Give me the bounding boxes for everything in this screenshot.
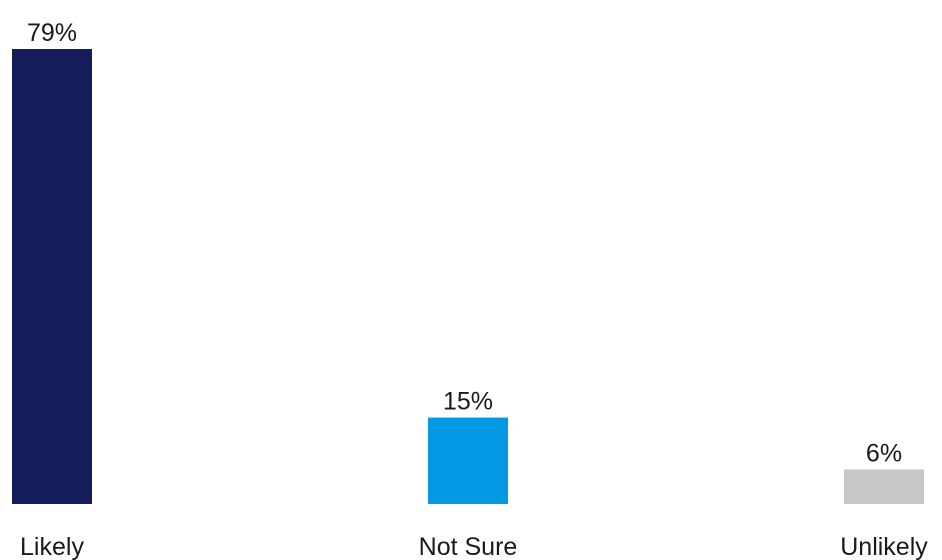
- category-label-not-sure: Not Sure: [419, 533, 518, 560]
- category-label-unlikely: Unlikely: [840, 533, 928, 560]
- bar-not-sure: [428, 417, 508, 504]
- bars-group: [12, 49, 924, 504]
- bar-likely: [12, 49, 92, 504]
- category-labels-group: Likely Not Sure Unlikely: [20, 533, 928, 560]
- category-label-likely: Likely: [20, 533, 84, 560]
- value-label-likely: 79%: [27, 19, 77, 47]
- bar-unlikely: [844, 469, 924, 504]
- value-label-unlikely: 6%: [866, 439, 902, 467]
- value-labels-group: 79% 15% 6%: [27, 19, 902, 467]
- value-label-not-sure: 15%: [443, 388, 493, 416]
